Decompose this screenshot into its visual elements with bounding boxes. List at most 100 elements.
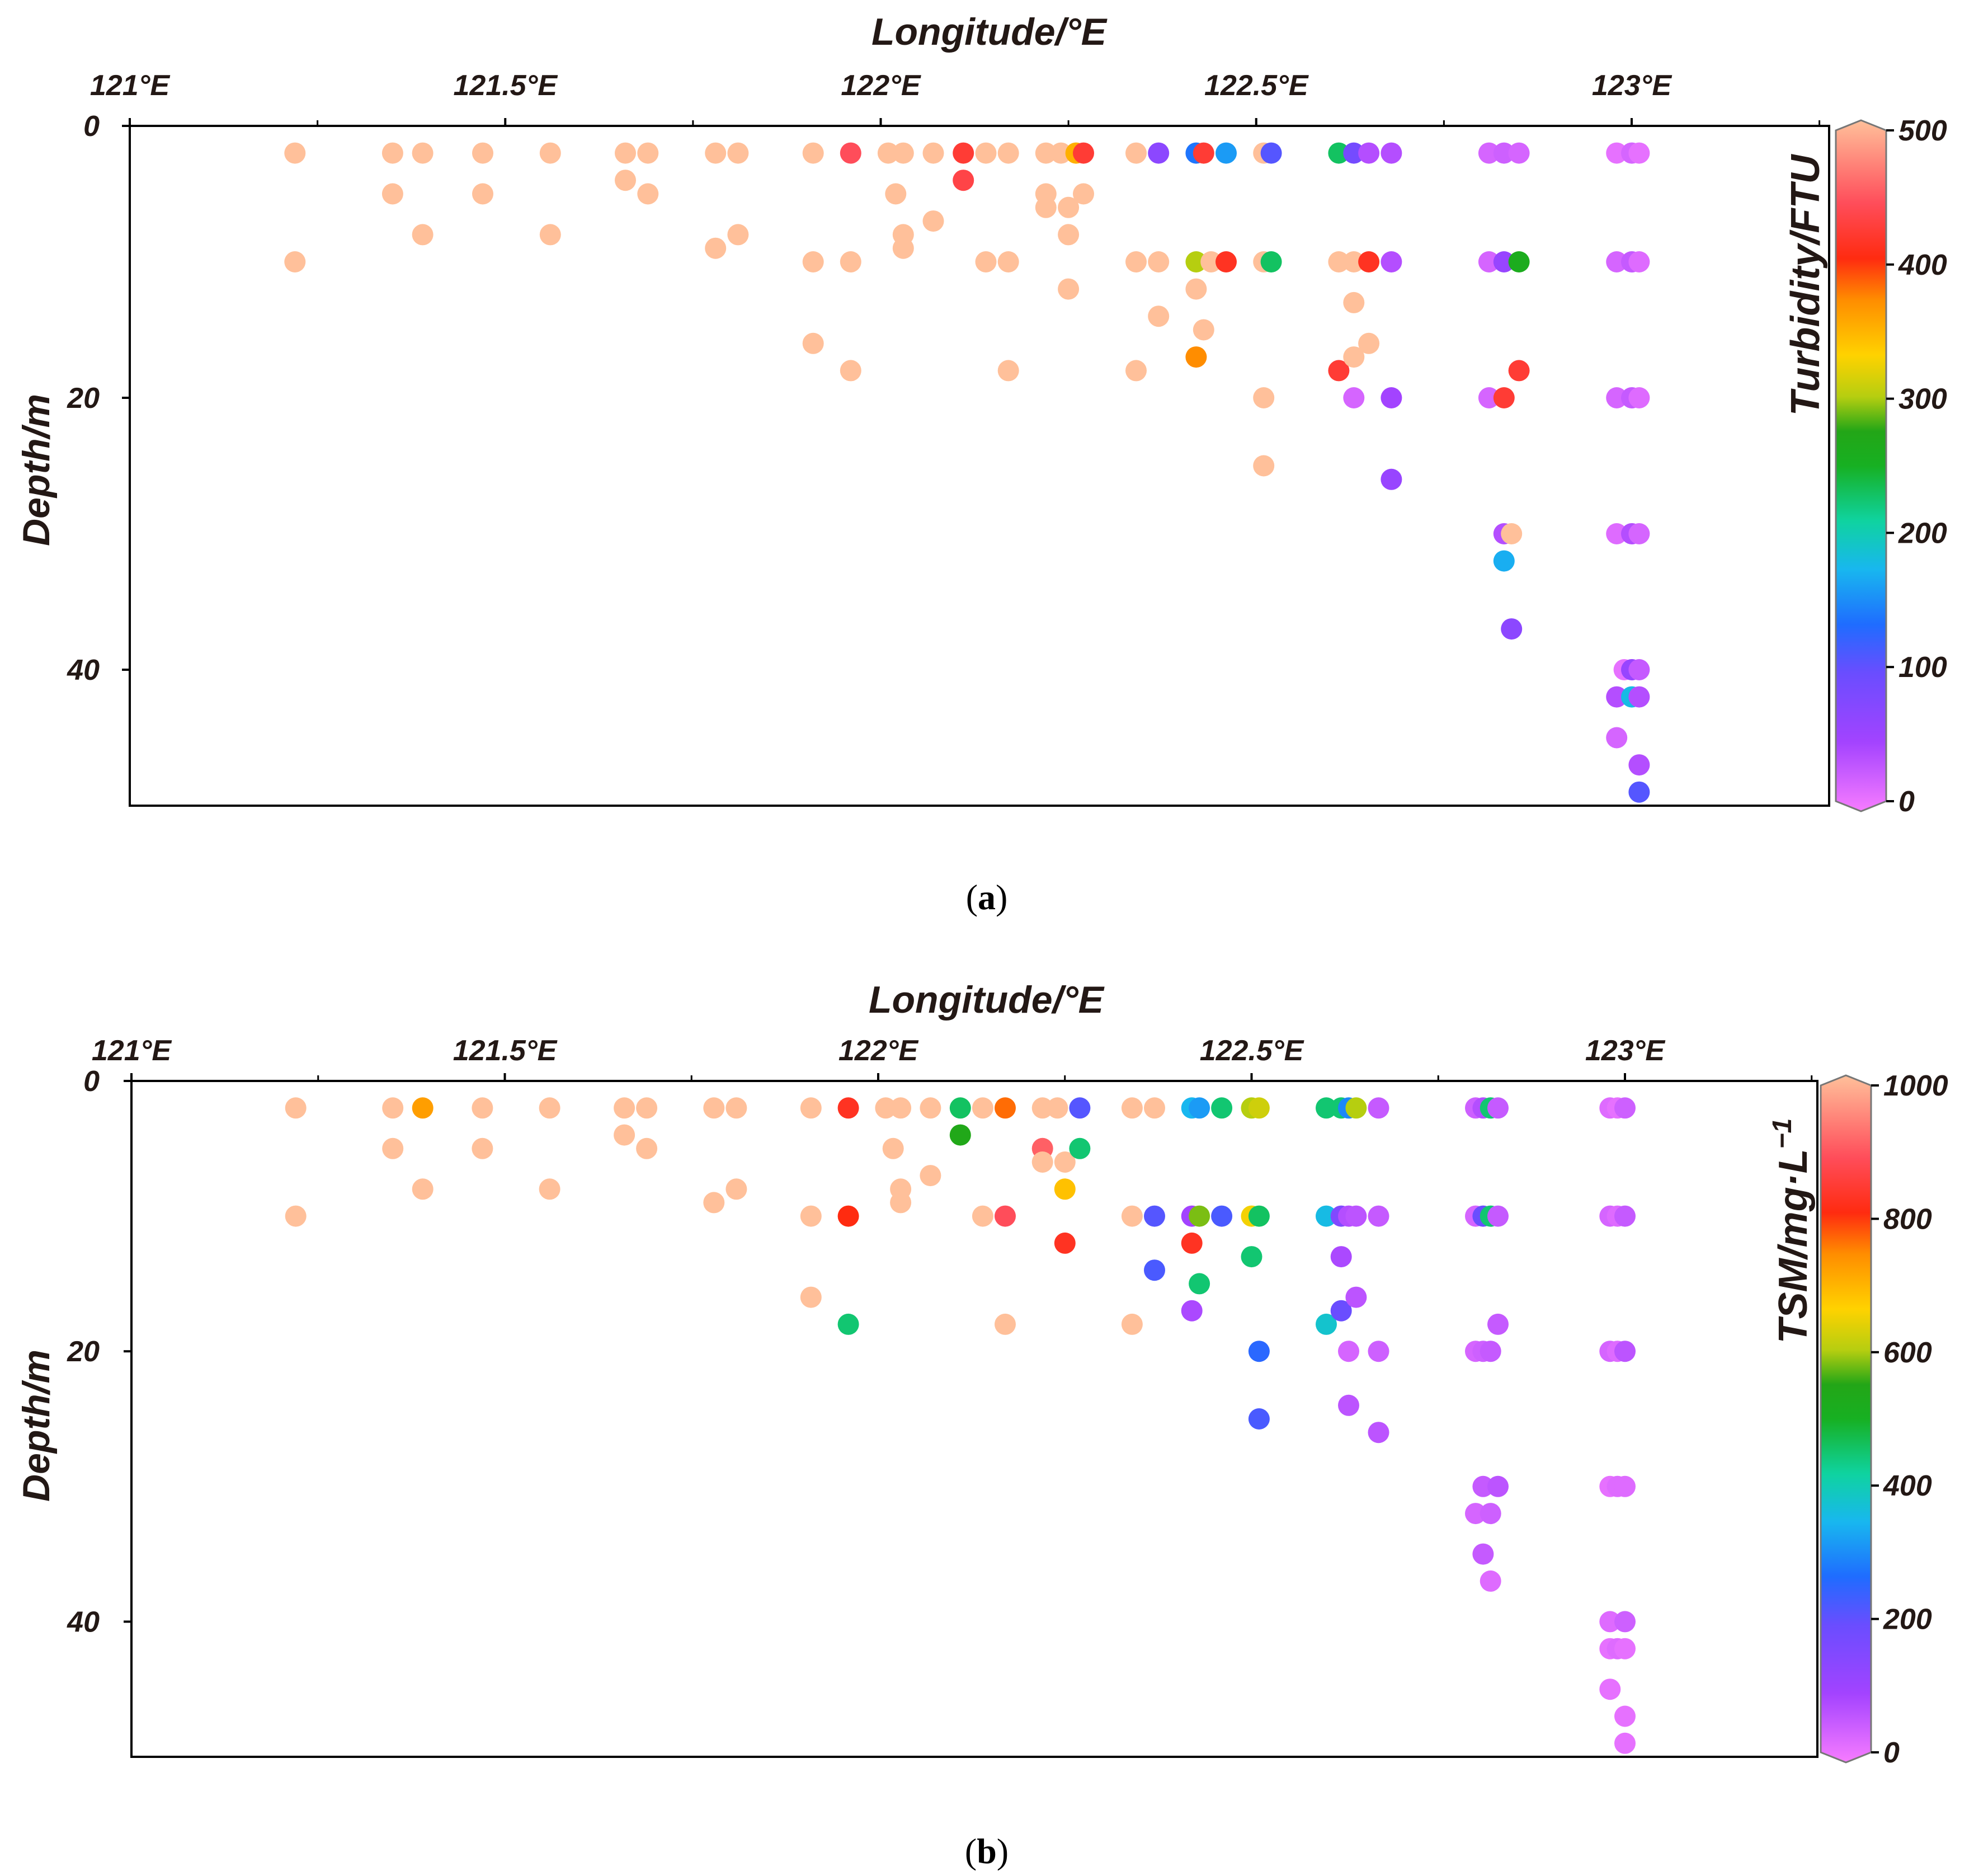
data-point	[1487, 1313, 1509, 1335]
data-point	[285, 1097, 307, 1119]
data-point	[1343, 291, 1365, 313]
data-point	[1478, 387, 1500, 408]
data-point	[1606, 142, 1628, 164]
data-point	[995, 1313, 1016, 1335]
data-point	[539, 1097, 560, 1119]
data-point	[802, 251, 824, 272]
panel-letter-a: a	[978, 877, 996, 917]
data-point	[703, 1097, 725, 1119]
x-tick-label: 122.5°E	[1200, 1035, 1304, 1067]
data-point	[1478, 142, 1500, 164]
data-point	[1480, 1570, 1501, 1592]
data-point	[1501, 618, 1523, 640]
data-point	[1148, 142, 1170, 164]
data-point	[840, 251, 861, 272]
y-axis-title-a: Depth/m	[15, 394, 58, 546]
data-point	[472, 142, 493, 164]
data-point	[1343, 251, 1365, 272]
data-point	[802, 332, 824, 354]
data-point	[1073, 183, 1094, 205]
data-point	[1181, 1232, 1203, 1254]
data-point	[637, 142, 659, 164]
data-point	[1345, 1097, 1367, 1119]
data-point	[1381, 251, 1402, 272]
data-point	[1248, 1341, 1270, 1362]
y-ticks-b	[124, 1080, 131, 1623]
data-point	[412, 224, 434, 246]
data-point	[1628, 387, 1650, 408]
y-tick-labels-a: 0 20 40	[67, 110, 100, 687]
data-point	[1338, 1394, 1359, 1416]
data-point	[1253, 455, 1275, 477]
data-point	[1316, 1313, 1337, 1335]
data-point	[1121, 1313, 1143, 1335]
data-point	[875, 1097, 897, 1119]
data-point	[615, 170, 636, 191]
panel-b: Longitude/°E 121°E 121.5°E 122°E 122.5°E 123…	[15, 979, 1948, 1871]
colorbar-tick-label: 400	[1898, 249, 1947, 281]
data-point	[975, 142, 997, 164]
points-b	[285, 1097, 1636, 1754]
data-point	[412, 142, 434, 164]
y-tick-label: 40	[67, 654, 100, 687]
data-point	[1614, 1732, 1636, 1754]
data-point	[614, 1124, 635, 1146]
data-point	[1381, 142, 1402, 164]
data-point	[1211, 1097, 1233, 1119]
data-point	[1216, 142, 1237, 164]
data-point	[1606, 251, 1628, 272]
panel-a: Longitude/°E 121°E 121.5°E 122°E 122.5°E 123…	[15, 11, 1947, 917]
data-point	[997, 142, 1019, 164]
data-point	[1069, 1137, 1091, 1159]
data-point	[381, 183, 403, 205]
data-point	[1343, 346, 1365, 368]
colorbar-tick-label: 1000	[1883, 1070, 1948, 1102]
colorbar-tick-label: 0	[1883, 1737, 1900, 1769]
y-tick-labels-b: 0 20 40	[67, 1065, 100, 1638]
data-point	[1125, 142, 1147, 164]
data-point	[1031, 1097, 1053, 1119]
data-point	[637, 183, 659, 205]
x-axis-title-a: Longitude/°E	[871, 11, 1108, 53]
data-point	[727, 224, 749, 246]
data-point	[800, 1286, 822, 1308]
data-point	[1260, 142, 1282, 164]
colorbar-b: 0 200 400 600 800 1000	[1820, 1070, 1948, 1769]
panel-letter-b: b	[977, 1831, 997, 1871]
data-point	[1628, 523, 1650, 544]
data-point	[1144, 1097, 1165, 1119]
colorbar-gradient	[1820, 1074, 1872, 1764]
data-point	[1054, 1151, 1076, 1173]
data-point	[1487, 1475, 1509, 1497]
data-point	[472, 1137, 493, 1159]
x-tick-label: 121.5°E	[453, 1035, 558, 1067]
data-point	[1148, 251, 1170, 272]
data-point	[1628, 754, 1650, 776]
data-point	[1480, 1503, 1501, 1525]
data-point	[1493, 550, 1515, 572]
data-point	[1345, 1205, 1367, 1227]
data-point	[1368, 1097, 1389, 1119]
data-point	[1493, 387, 1515, 408]
data-point	[922, 142, 944, 164]
colorbar-a: 0 100 200 300 400 500	[1835, 115, 1947, 818]
data-point	[1358, 251, 1380, 272]
data-point	[1200, 251, 1222, 272]
data-point	[636, 1097, 658, 1119]
x-tick-label: 121°E	[90, 69, 171, 102]
y-tick-label: 0	[83, 110, 100, 143]
data-point	[1181, 1300, 1203, 1322]
data-point	[882, 1137, 904, 1159]
data-point	[1614, 1341, 1636, 1362]
data-point	[1058, 196, 1080, 218]
data-point	[1330, 1246, 1352, 1268]
data-point	[949, 1097, 971, 1119]
data-point	[892, 237, 914, 259]
data-point	[1185, 251, 1207, 272]
data-point	[997, 251, 1019, 272]
data-point	[885, 183, 907, 205]
data-point	[1606, 686, 1628, 708]
data-point	[1614, 1097, 1636, 1119]
data-point	[1260, 251, 1282, 272]
panel-label-b: (b)	[965, 1831, 1009, 1871]
